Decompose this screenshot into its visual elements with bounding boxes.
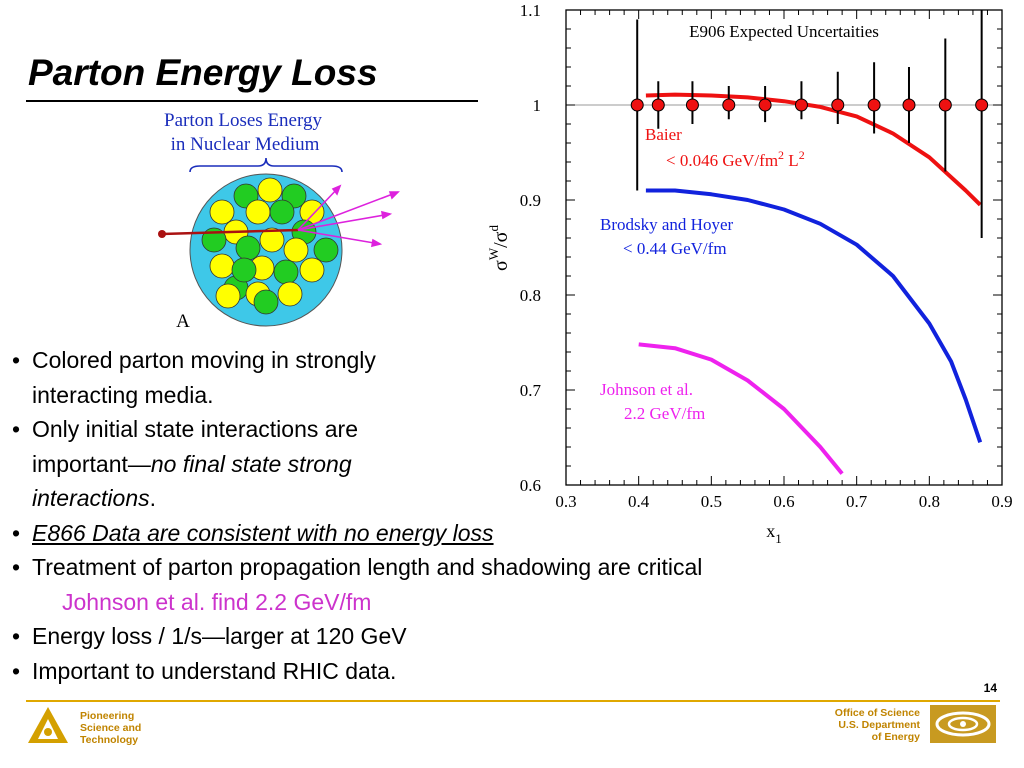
johnson-label-line2: 2.2 GeV/fm	[624, 404, 705, 423]
title-underline	[26, 100, 478, 102]
y-axis-label: σW/σd	[486, 225, 512, 271]
parton-dot	[158, 230, 166, 238]
y-tick-labels: 0.6 0.7 0.8 0.9 1 1.1	[520, 1, 542, 495]
series-line-2	[638, 342, 844, 475]
data-point	[902, 98, 916, 112]
footer-rule	[26, 700, 1000, 702]
data-point	[758, 98, 772, 112]
series-line-0	[645, 92, 982, 207]
emitted-gluons	[297, 184, 400, 248]
x-tick-label: 0.7	[846, 492, 868, 511]
axis-ticks	[565, 9, 1003, 486]
y-tick-label: 0.7	[520, 381, 542, 400]
chart-title: E906 Expected Uncertaities	[689, 22, 879, 41]
data-point	[794, 98, 808, 112]
data-point	[685, 98, 699, 112]
y-tick-label: 0.8	[520, 286, 541, 305]
data-point	[975, 98, 989, 112]
bullet-1: • Colored parton moving in strongly intera…	[12, 347, 376, 408]
footer-tagline: Pioneering Science and Technology	[80, 710, 142, 746]
data-point	[630, 98, 644, 112]
data-points	[630, 10, 989, 238]
x-tick-label: 0.9	[991, 492, 1012, 511]
bullet-4: • Treatment of parton propagation length …	[12, 554, 703, 580]
data-point	[938, 98, 952, 112]
bullet-5: • Energy loss / 1/s—larger at 120 GeV	[12, 623, 407, 649]
data-point	[867, 98, 881, 112]
x-tick-label: 0.8	[919, 492, 940, 511]
x-tick-label: 0.6	[773, 492, 794, 511]
figure-caption-line1: Parton Loses Energy	[164, 110, 322, 131]
johnson-label-line1: Johnson et al.	[600, 380, 693, 399]
bullet-6: • Important to understand RHIC data.	[12, 657, 397, 684]
y-tick-label: 1.1	[520, 1, 541, 20]
bullet-3: • E866 Data are consistent with no energy…	[12, 519, 494, 546]
bullet-2: • Only initial state interactions are impo…	[12, 416, 358, 511]
bullet-list: • Colored parton moving in strongly intera…	[12, 343, 892, 688]
baier-label-line2: < 0.046 GeV/fm2 L2	[666, 148, 805, 170]
svg-text:σW/σd: σW/σd	[486, 225, 512, 271]
y-tick-label: 0.6	[520, 476, 541, 495]
theory-curves	[638, 92, 983, 475]
doe-logo-icon	[930, 705, 996, 743]
figure-caption-line2: in Nuclear Medium	[171, 134, 320, 155]
nucleons	[201, 177, 339, 315]
brodsky-label-line1: Brodsky and Hoyer	[600, 215, 733, 234]
brace	[189, 157, 343, 173]
data-point	[831, 98, 845, 112]
series-line-1	[645, 188, 983, 443]
bullet-4-sub: Johnson et al. find 2.2 GeV/fm	[62, 588, 372, 615]
x-tick-labels: 0.3 0.4 0.5 0.6 0.7 0.8 0.9	[555, 492, 1012, 511]
y-tick-label: 0.9	[520, 191, 541, 210]
y-tick-label: 1	[533, 96, 542, 115]
x-tick-label: 0.4	[628, 492, 650, 511]
x-tick-label: 0.3	[555, 492, 576, 511]
brodsky-label-line2: < 0.44 GeV/fm	[623, 239, 727, 258]
nucleus-illustration: Parton Loses Energy in Nuclear Medium A	[158, 110, 400, 332]
data-point	[722, 98, 736, 112]
series-label-baier: Baier < 0.046 GeV/fm2 L2	[645, 125, 805, 170]
page-number: 14	[983, 681, 997, 695]
nucleus-label: A	[176, 311, 190, 332]
anl-logo-icon	[28, 707, 68, 743]
baier-label-line1: Baier	[645, 125, 682, 144]
uncertainty-chart: 0.3 0.4 0.5 0.6 0.7 0.8 0.9 0.6 0.7 0.8 0.9 1 1.1 E…	[486, 1, 1013, 546]
parton-track	[161, 228, 299, 236]
footer-office: Office of Science U.S. Department of Energ…	[834, 707, 920, 743]
slide-title: Parton Energy Loss	[28, 52, 378, 93]
x-tick-label: 0.5	[701, 492, 722, 511]
data-point	[651, 98, 665, 112]
